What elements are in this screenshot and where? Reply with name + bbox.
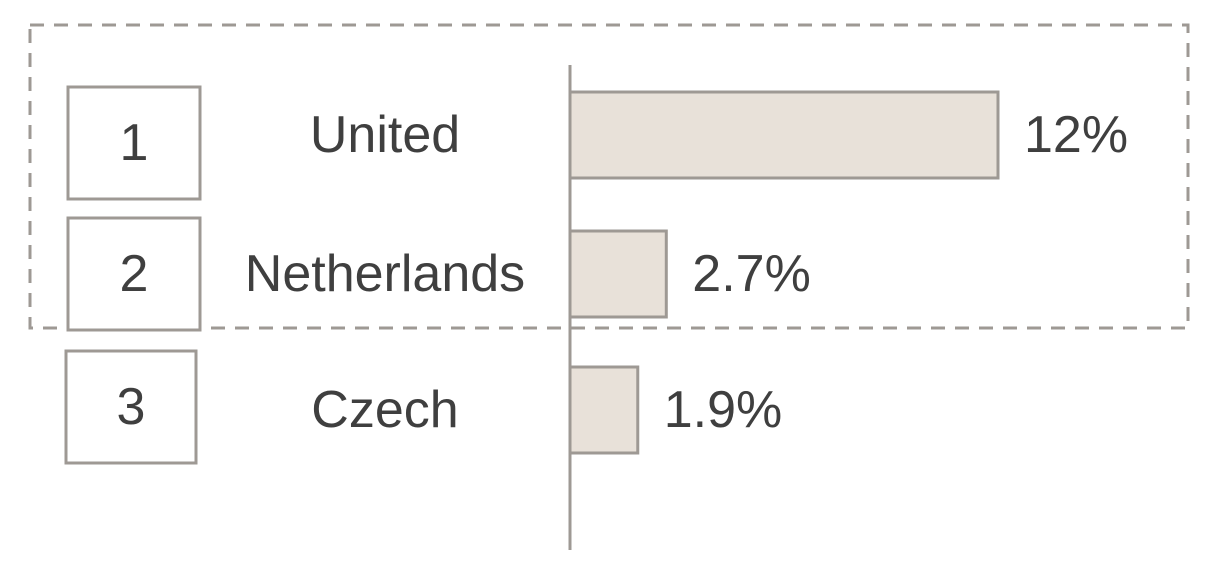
rank-number: 1 [120, 114, 149, 172]
value-label: 2.7% [692, 245, 811, 303]
highlight-region [28, 23, 1190, 330]
rank-number: 2 [120, 245, 149, 303]
bar [568, 229, 668, 319]
bar [568, 90, 1000, 180]
value-label: 12% [1024, 106, 1128, 164]
bar [568, 365, 640, 455]
category-label: Netherlands [245, 245, 525, 303]
rank-box [64, 349, 198, 465]
category-label: United [310, 106, 460, 164]
rank-box [66, 216, 202, 332]
chart-rows: 1 United 12% 2 Netherlands 2.7% 3 Czech 1.9% [64, 85, 1128, 465]
rank-box [66, 85, 202, 201]
value-label: 1.9% [664, 381, 783, 439]
rank-number: 3 [117, 378, 146, 436]
category-label: Czech [311, 381, 458, 439]
